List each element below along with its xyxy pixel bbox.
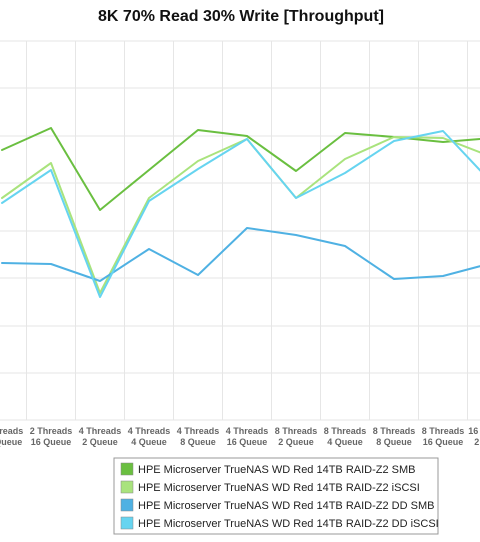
x-tick-label: 4 Threads 8 Queue xyxy=(177,426,220,447)
legend: HPE Microserver TrueNAS WD Red 14TB RAID… xyxy=(113,457,439,535)
legend-swatch xyxy=(120,480,134,494)
series-line-4 xyxy=(1,130,480,298)
legend-swatch xyxy=(120,462,134,476)
x-tick-label: 1 Threads32 Queue xyxy=(0,426,23,447)
x-tick-label: 8 Threads 16 Queue xyxy=(422,426,465,447)
x-tick-label: 4 Threads 4 Queue xyxy=(128,426,171,447)
x-tick-label: 8 Threads 8 Queue xyxy=(373,426,416,447)
series-line-3 xyxy=(1,227,480,282)
grid-lines xyxy=(0,40,480,421)
series-lines xyxy=(1,127,480,298)
legend-entry: HPE Microserver TrueNAS WD Red 14TB RAID… xyxy=(138,464,416,476)
legend-entry: HPE Microserver TrueNAS WD Red 14TB RAID… xyxy=(138,518,439,530)
legend-swatch xyxy=(120,498,134,512)
x-tick-label: 8 Threads 4 Queue xyxy=(324,426,367,447)
series-line-2 xyxy=(1,136,480,294)
x-tick-label: 8 Threads 2 Queue xyxy=(275,426,318,447)
legend-entry: HPE Microserver TrueNAS WD Red 14TB RAID… xyxy=(138,500,434,512)
x-tick-label: 2 Threads 16 Queue xyxy=(30,426,73,447)
series-line-1 xyxy=(1,127,480,211)
x-tick-label: 4 Threads 16 Queue xyxy=(226,426,269,447)
legend-box xyxy=(113,457,439,535)
chart-title: 8K 70% Read 30% Write [Throughput] xyxy=(98,8,384,25)
legend-swatch xyxy=(120,516,134,530)
x-tick-label: 4 Threads 2 Queue xyxy=(79,426,122,447)
legend-entry: HPE Microserver TrueNAS WD Red 14TB RAID… xyxy=(138,482,420,494)
